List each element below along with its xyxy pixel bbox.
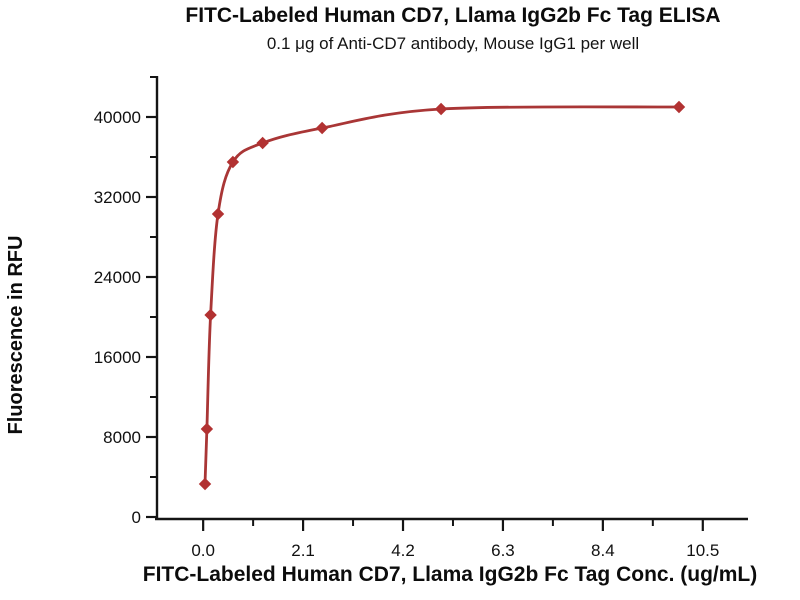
chart-subtitle: 0.1 μg of Anti-CD7 antibody, Mouse IgG1 … xyxy=(266,34,640,53)
data-point-marker xyxy=(198,477,212,491)
data-point-marker xyxy=(211,207,225,221)
data-point-marker xyxy=(204,308,217,322)
binding-curve xyxy=(203,105,681,486)
data-point-marker xyxy=(672,100,686,114)
x-tick-label: 2.1 xyxy=(291,541,315,560)
x-tick-label: 6.3 xyxy=(491,541,515,560)
y-tick-label: 40000 xyxy=(94,108,141,127)
chart-title: FITC-Labeled Human CD7, Llama IgG2b Fc T… xyxy=(185,4,721,27)
x-tick-label: 0.0 xyxy=(191,541,215,560)
data-point-marker xyxy=(226,155,240,169)
x-tick-label: 4.2 xyxy=(391,541,415,560)
y-tick-label: 24000 xyxy=(94,268,141,287)
data-point-marker xyxy=(256,136,269,150)
x-tick-label: 10.5 xyxy=(686,541,719,560)
y-tick-label: 32000 xyxy=(94,188,141,207)
x-axis-title: FITC-Labeled Human CD7, Llama IgG2b Fc T… xyxy=(142,563,758,586)
data-point-marker xyxy=(434,102,448,116)
data-point-marker xyxy=(315,121,329,135)
data-point-marker xyxy=(200,422,214,436)
y-tick-label: 0 xyxy=(132,508,141,527)
y-tick-label: 16000 xyxy=(94,348,141,367)
y-tick-label: 8000 xyxy=(103,428,141,447)
x-tick-label: 8.4 xyxy=(591,541,615,560)
